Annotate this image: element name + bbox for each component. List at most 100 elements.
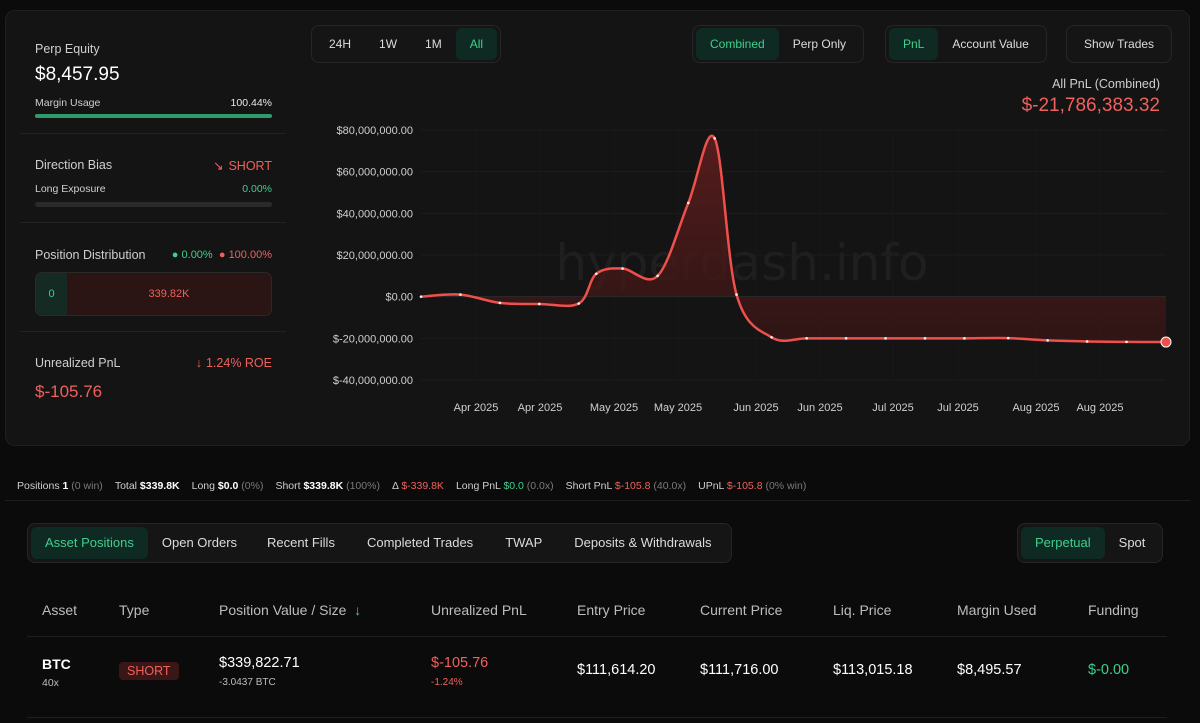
tab-perpetual[interactable]: Perpetual xyxy=(1021,527,1105,559)
data-point xyxy=(687,201,690,205)
liq-price: $113,015.18 xyxy=(833,662,913,678)
margin-usage-value: 100.44% xyxy=(230,97,272,109)
header-funding[interactable]: Funding xyxy=(1088,602,1139,618)
stat-delta: Δ $-339.8K xyxy=(391,480,444,492)
header-type[interactable]: Type xyxy=(119,602,150,618)
range-tabs: 24H 1W 1M All xyxy=(311,25,502,63)
header-position-value[interactable]: Position Value / Size ↓ xyxy=(219,602,362,618)
divider xyxy=(27,717,1167,718)
direction-bias-label: Direction Bias xyxy=(35,158,113,172)
data-point xyxy=(1085,340,1089,343)
data-point xyxy=(577,302,581,305)
distribution-bar: 0 339.82K xyxy=(35,272,272,316)
asset-name: BTC xyxy=(42,656,71,672)
data-point xyxy=(459,293,462,296)
data-point xyxy=(621,267,624,270)
tab-deposits-withdrawals[interactable]: Deposits & Withdrawals xyxy=(574,535,712,550)
tab-completed-trades[interactable]: Completed Trades xyxy=(366,535,474,550)
unrealized-pnl-value: $-105.76 xyxy=(35,382,103,401)
unrealized-pnl: $-105.76 xyxy=(431,655,489,671)
data-point xyxy=(805,337,808,340)
roe-value: ↓ 1.24% ROE xyxy=(195,356,272,370)
header-unrealized-pnl[interactable]: Unrealized PnL xyxy=(431,602,527,618)
current-price: $111,716.00 xyxy=(700,662,779,678)
data-point xyxy=(844,337,848,340)
x-tick-label: Aug 2025 xyxy=(1076,402,1123,414)
divider xyxy=(5,500,1190,501)
header-current-price[interactable]: Current Price xyxy=(700,602,783,618)
tab-twap[interactable]: TWAP xyxy=(505,535,543,550)
unrealized-pnl-pct: -1.24% xyxy=(431,677,463,688)
overview-panel xyxy=(5,10,1190,446)
arrow-down-icon: ↓ xyxy=(354,602,362,618)
x-tick-label: May 2025 xyxy=(590,402,638,414)
stat-long-pnl: Long PnL $0.0 (0.0x) xyxy=(455,480,554,492)
x-tick-label: Jun 2025 xyxy=(733,402,778,414)
y-tick-label: $80,000,000.00 xyxy=(337,125,413,137)
margin-usage-fill xyxy=(35,114,272,118)
data-point xyxy=(1006,336,1010,340)
data-point xyxy=(713,137,716,140)
tab-account-value[interactable]: Account Value xyxy=(952,37,1029,51)
position-size: -3.0437 BTC xyxy=(219,677,276,688)
data-point xyxy=(884,337,887,340)
header-asset[interactable]: Asset xyxy=(42,602,78,618)
divider xyxy=(20,133,286,134)
tab-spot[interactable]: Spot xyxy=(1118,535,1146,550)
tab-range-all[interactable]: All xyxy=(455,28,498,60)
perp-equity-label: Perp Equity xyxy=(35,42,100,56)
tab-open-orders[interactable]: Open Orders xyxy=(161,535,238,550)
tab-asset-positions[interactable]: Asset Positions xyxy=(31,527,148,559)
positions-summary-bar: Positions 1 (0 win) Total $339.8K Long $… xyxy=(0,475,1200,497)
data-point xyxy=(594,272,598,276)
x-tick-label: Jul 2025 xyxy=(937,402,979,414)
x-tick-label: Jul 2025 xyxy=(872,402,914,414)
direction-bias-value: ↘ SHORT xyxy=(212,159,272,173)
x-tick-label: Apr 2025 xyxy=(518,402,563,414)
data-point xyxy=(498,301,502,305)
tab-pnl[interactable]: PnL xyxy=(889,28,939,60)
show-trades-group: Show Trades xyxy=(1066,25,1173,63)
stat-total: Total $339.8K xyxy=(114,480,180,492)
y-tick-label: $-20,000,000.00 xyxy=(333,333,413,345)
margin-used: $8,495.57 xyxy=(957,662,1022,678)
funding: $-0.00 xyxy=(1088,662,1130,678)
distribution-short-segment: 339.82K xyxy=(67,273,271,315)
x-tick-label: Apr 2025 xyxy=(454,402,499,414)
trend-down-icon: ↘ xyxy=(212,159,224,173)
chart-title: All PnL (Combined) xyxy=(1052,77,1160,91)
tab-range-1m[interactable]: 1M xyxy=(425,37,442,51)
long-exposure-value: 0.00% xyxy=(242,183,272,195)
header-liq-price[interactable]: Liq. Price xyxy=(833,602,892,618)
divider xyxy=(20,331,286,332)
y-tick-label: $40,000,000.00 xyxy=(337,208,413,220)
data-point xyxy=(538,302,541,306)
tab-perp-only[interactable]: Perp Only xyxy=(792,37,847,51)
y-tick-label: $-40,000,000.00 xyxy=(333,375,413,387)
position-value: $339,822.71 xyxy=(219,655,300,671)
header-margin-used[interactable]: Margin Used xyxy=(957,602,1037,618)
data-point xyxy=(656,274,659,278)
header-entry-price[interactable]: Entry Price xyxy=(577,602,646,618)
y-tick-label: $0.00 xyxy=(385,292,413,304)
chart-total-value: $-21,786,383.32 xyxy=(1021,95,1160,116)
show-trades-button[interactable]: Show Trades xyxy=(1084,37,1155,51)
tab-range-1w[interactable]: 1W xyxy=(379,37,398,51)
x-tick-label: May 2025 xyxy=(654,402,702,414)
divider xyxy=(27,636,1167,637)
position-distribution-label: Position Distribution xyxy=(35,248,146,262)
stat-positions: Positions 1 (0 win) xyxy=(17,480,103,492)
x-tick-label: Jun 2025 xyxy=(797,402,842,414)
x-tick-label: Aug 2025 xyxy=(1012,402,1059,414)
positions-tabs: Asset Positions Open Orders Recent Fills… xyxy=(27,523,732,563)
tab-combined[interactable]: Combined xyxy=(696,28,779,60)
unrealized-pnl-label: Unrealized PnL xyxy=(35,356,121,370)
distribution-long-segment: 0 xyxy=(36,273,67,315)
tab-range-24h[interactable]: 24H xyxy=(329,37,352,51)
y-tick-label: $20,000,000.00 xyxy=(337,250,413,262)
entry-price: $111,614.20 xyxy=(577,662,656,678)
data-point xyxy=(1125,340,1128,344)
tab-recent-fills[interactable]: Recent Fills xyxy=(267,535,335,550)
position-distribution-pcts: ● 0.00% ● 100.00% xyxy=(171,249,272,261)
position-type-badge: SHORT xyxy=(119,662,179,680)
